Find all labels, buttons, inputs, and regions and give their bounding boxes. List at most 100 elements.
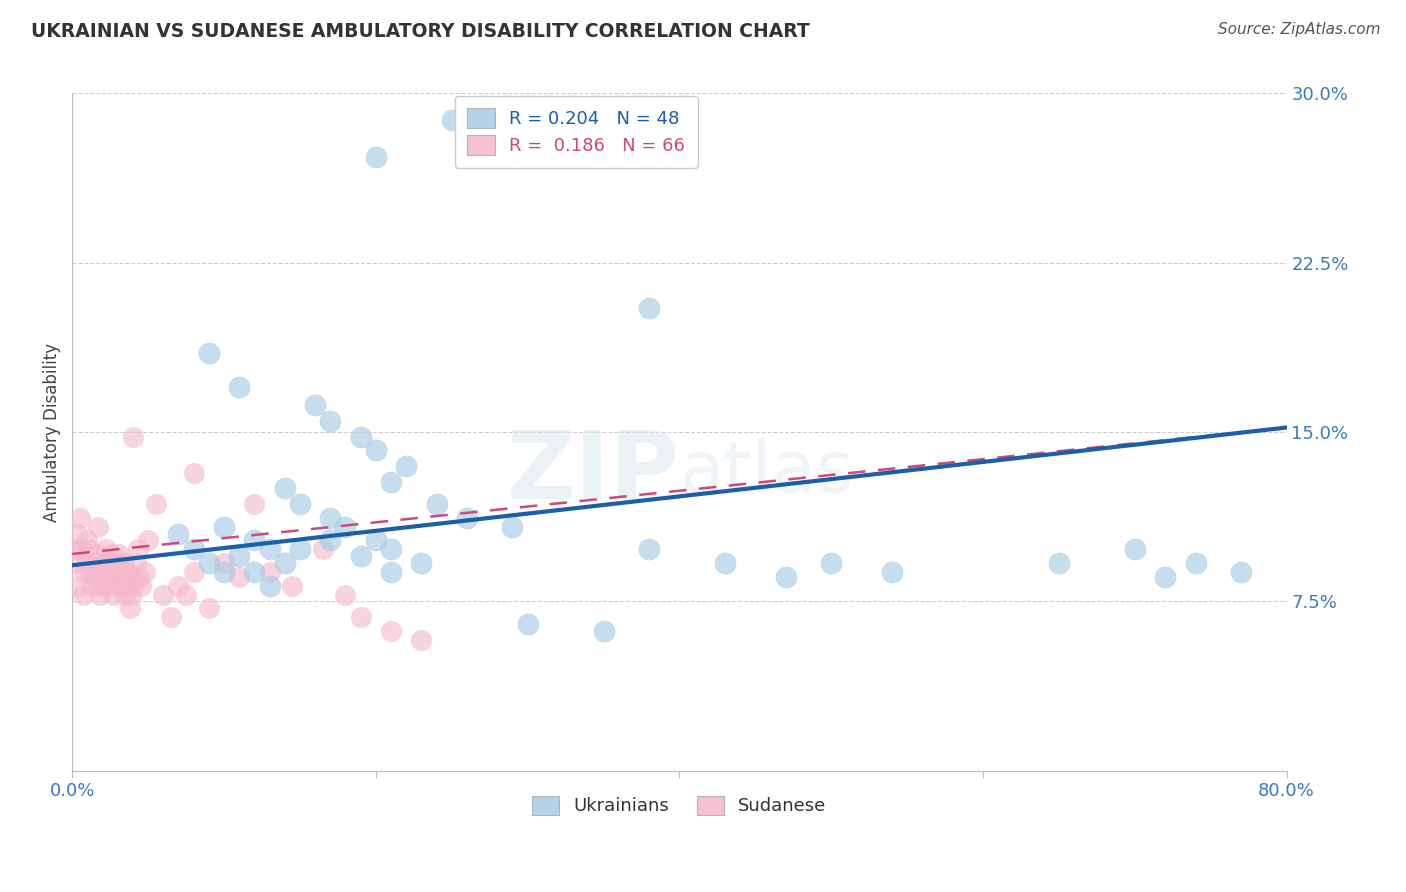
Point	[107, 556, 129, 570]
Point	[380, 475, 402, 489]
Point	[380, 565, 402, 579]
Point	[259, 578, 281, 592]
Point	[84, 569, 107, 583]
Point	[174, 588, 197, 602]
Point	[70, 542, 93, 557]
Point	[117, 565, 139, 579]
Point	[1230, 565, 1253, 579]
Point	[152, 588, 174, 602]
Point	[104, 578, 127, 592]
Point	[281, 578, 304, 592]
Point	[456, 511, 478, 525]
Point	[411, 632, 433, 647]
Point	[198, 556, 221, 570]
Point	[114, 588, 136, 602]
Point	[96, 578, 118, 592]
Point	[86, 547, 108, 561]
Point	[714, 556, 737, 570]
Point	[65, 542, 87, 557]
Point	[212, 556, 235, 570]
Point	[228, 569, 250, 583]
Point	[1184, 556, 1206, 570]
Point	[364, 533, 387, 548]
Point	[97, 569, 120, 583]
Point	[440, 113, 463, 128]
Point	[87, 520, 110, 534]
Point	[274, 556, 297, 570]
Point	[212, 565, 235, 579]
Point	[243, 533, 266, 548]
Point	[304, 398, 326, 412]
Point	[198, 346, 221, 360]
Point	[1123, 542, 1146, 557]
Point	[91, 565, 114, 579]
Point	[122, 578, 145, 592]
Point	[259, 565, 281, 579]
Point	[516, 616, 538, 631]
Point	[167, 526, 190, 541]
Point	[335, 588, 357, 602]
Point	[145, 497, 167, 511]
Point	[98, 556, 121, 570]
Point	[111, 565, 134, 579]
Point	[183, 542, 205, 557]
Text: ZIP: ZIP	[506, 426, 679, 518]
Point	[395, 458, 418, 473]
Point	[120, 588, 142, 602]
Point	[103, 588, 125, 602]
Point	[108, 547, 131, 561]
Point	[1047, 556, 1070, 570]
Point	[105, 569, 128, 583]
Point	[638, 542, 661, 557]
Point	[134, 565, 156, 579]
Point	[350, 610, 373, 624]
Point	[73, 565, 96, 579]
Point	[350, 429, 373, 443]
Point	[243, 497, 266, 511]
Point	[62, 556, 84, 570]
Point	[80, 578, 103, 592]
Point	[212, 520, 235, 534]
Point	[118, 601, 141, 615]
Point	[136, 533, 159, 548]
Point	[124, 569, 146, 583]
Point	[160, 610, 183, 624]
Point	[167, 578, 190, 592]
Point	[122, 429, 145, 443]
Point	[425, 497, 447, 511]
Point	[76, 533, 98, 548]
Point	[82, 556, 104, 570]
Point	[364, 150, 387, 164]
Point	[127, 542, 149, 557]
Point	[75, 556, 97, 570]
Point	[335, 520, 357, 534]
Point	[129, 578, 152, 592]
Point	[125, 556, 148, 570]
Point	[364, 443, 387, 458]
Point	[228, 549, 250, 564]
Point	[243, 565, 266, 579]
Point	[228, 380, 250, 394]
Point	[183, 565, 205, 579]
Point	[115, 578, 138, 592]
Point	[319, 414, 342, 428]
Point	[638, 301, 661, 315]
Point	[93, 556, 115, 570]
Point	[259, 542, 281, 557]
Point	[69, 511, 91, 525]
Point	[67, 578, 90, 592]
Point	[775, 569, 797, 583]
Point	[89, 588, 111, 602]
Point	[288, 542, 311, 557]
Point	[380, 624, 402, 638]
Point	[350, 549, 373, 564]
Point	[312, 542, 335, 557]
Text: UKRAINIAN VS SUDANESE AMBULATORY DISABILITY CORRELATION CHART: UKRAINIAN VS SUDANESE AMBULATORY DISABIL…	[31, 22, 810, 41]
Point	[77, 542, 100, 557]
Point	[319, 511, 342, 525]
Point	[592, 624, 614, 638]
Point	[79, 565, 101, 579]
Point	[94, 542, 117, 557]
Point	[288, 497, 311, 511]
Point	[66, 526, 89, 541]
